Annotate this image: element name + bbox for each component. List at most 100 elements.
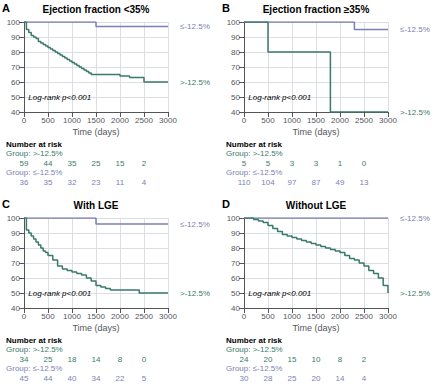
svg-text:1: 1 bbox=[338, 159, 343, 168]
svg-text:32: 32 bbox=[68, 178, 77, 187]
svg-text:≤-12.5%: ≤-12.5% bbox=[400, 25, 430, 34]
svg-text:Ejection fraction <35%: Ejection fraction <35% bbox=[43, 4, 150, 15]
svg-text:Time (days): Time (days) bbox=[292, 127, 339, 137]
svg-text:5: 5 bbox=[266, 159, 271, 168]
svg-text:0: 0 bbox=[242, 116, 247, 125]
svg-text:3000: 3000 bbox=[159, 116, 177, 125]
svg-text:50: 50 bbox=[231, 93, 240, 102]
svg-text:3: 3 bbox=[290, 159, 295, 168]
svg-text:D: D bbox=[222, 198, 230, 210]
svg-text:18: 18 bbox=[68, 355, 77, 364]
svg-text:59: 59 bbox=[20, 159, 29, 168]
svg-text:Group: >-12.5%: Group: >-12.5% bbox=[6, 149, 63, 158]
svg-text:70: 70 bbox=[11, 259, 20, 268]
svg-text:90: 90 bbox=[231, 229, 240, 238]
svg-text:100: 100 bbox=[227, 214, 241, 223]
svg-text:70: 70 bbox=[231, 63, 240, 72]
svg-text:90: 90 bbox=[231, 33, 240, 42]
svg-text:3000: 3000 bbox=[379, 116, 397, 125]
svg-text:>-12.5%: >-12.5% bbox=[180, 78, 210, 87]
svg-text:≤-12.5%: ≤-12.5% bbox=[180, 220, 210, 229]
svg-text:0: 0 bbox=[142, 355, 147, 364]
svg-text:10: 10 bbox=[312, 355, 321, 364]
svg-text:Group: >-12.5%: Group: >-12.5% bbox=[6, 345, 63, 354]
svg-text:C: C bbox=[2, 198, 10, 210]
svg-text:4: 4 bbox=[142, 178, 147, 187]
svg-text:Log-rank p<0.001: Log-rank p<0.001 bbox=[28, 289, 91, 298]
svg-text:2500: 2500 bbox=[135, 116, 153, 125]
svg-text:23: 23 bbox=[92, 178, 101, 187]
svg-text:49: 49 bbox=[336, 178, 345, 187]
svg-text:>-12.5%: >-12.5% bbox=[400, 108, 430, 117]
svg-text:97: 97 bbox=[288, 178, 297, 187]
svg-text:Number at risk: Number at risk bbox=[6, 336, 63, 345]
svg-text:40: 40 bbox=[11, 304, 20, 313]
svg-text:90: 90 bbox=[11, 229, 20, 238]
svg-text:40: 40 bbox=[231, 304, 240, 313]
svg-text:70: 70 bbox=[11, 63, 20, 72]
svg-text:A: A bbox=[2, 2, 10, 14]
svg-text:8: 8 bbox=[338, 355, 343, 364]
svg-text:3: 3 bbox=[314, 159, 319, 168]
svg-text:34: 34 bbox=[92, 374, 101, 383]
svg-text:3000: 3000 bbox=[159, 312, 177, 321]
svg-text:Log-rank p<0.001: Log-rank p<0.001 bbox=[28, 93, 91, 102]
svg-text:1500: 1500 bbox=[87, 312, 105, 321]
svg-text:90: 90 bbox=[11, 33, 20, 42]
svg-text:50: 50 bbox=[11, 289, 20, 298]
svg-text:80: 80 bbox=[11, 244, 20, 253]
svg-text:60: 60 bbox=[11, 78, 20, 87]
svg-text:11: 11 bbox=[116, 178, 125, 187]
svg-text:2500: 2500 bbox=[135, 312, 153, 321]
svg-text:1500: 1500 bbox=[307, 116, 325, 125]
svg-text:44: 44 bbox=[44, 374, 53, 383]
svg-text:B: B bbox=[222, 2, 230, 14]
svg-text:100: 100 bbox=[227, 18, 241, 27]
svg-text:34: 34 bbox=[20, 355, 29, 364]
svg-text:30: 30 bbox=[240, 374, 249, 383]
svg-text:2000: 2000 bbox=[111, 116, 129, 125]
svg-text:0: 0 bbox=[22, 312, 27, 321]
svg-text:0: 0 bbox=[22, 116, 27, 125]
svg-text:60: 60 bbox=[11, 274, 20, 283]
svg-text:500: 500 bbox=[41, 116, 55, 125]
svg-text:≤-12.5%: ≤-12.5% bbox=[180, 22, 210, 31]
svg-text:104: 104 bbox=[261, 178, 275, 187]
svg-text:25: 25 bbox=[288, 374, 297, 383]
svg-text:1500: 1500 bbox=[87, 116, 105, 125]
svg-text:60: 60 bbox=[231, 78, 240, 87]
svg-text:2000: 2000 bbox=[331, 116, 349, 125]
svg-text:8: 8 bbox=[118, 355, 123, 364]
svg-text:35: 35 bbox=[44, 178, 53, 187]
svg-text:5: 5 bbox=[142, 374, 147, 383]
svg-text:Number at risk: Number at risk bbox=[226, 140, 283, 149]
svg-text:1500: 1500 bbox=[307, 312, 325, 321]
svg-text:44: 44 bbox=[44, 159, 53, 168]
svg-text:4: 4 bbox=[362, 374, 367, 383]
svg-text:≤-12.5%: ≤-12.5% bbox=[400, 214, 430, 223]
svg-text:2500: 2500 bbox=[355, 312, 373, 321]
svg-text:>-12.5%: >-12.5% bbox=[180, 289, 210, 298]
svg-text:20: 20 bbox=[264, 355, 273, 364]
svg-text:13: 13 bbox=[360, 178, 369, 187]
svg-text:80: 80 bbox=[11, 48, 20, 57]
svg-text:Time (days): Time (days) bbox=[72, 323, 119, 333]
svg-text:100: 100 bbox=[7, 18, 21, 27]
svg-text:Group: >-12.5%: Group: >-12.5% bbox=[226, 345, 283, 354]
svg-text:40: 40 bbox=[68, 374, 77, 383]
svg-text:Log-rank p<0.001: Log-rank p<0.001 bbox=[248, 289, 311, 298]
svg-text:2500: 2500 bbox=[355, 116, 373, 125]
svg-text:40: 40 bbox=[231, 108, 240, 117]
svg-text:Group: ≤-12.5%: Group: ≤-12.5% bbox=[226, 168, 282, 177]
svg-text:110: 110 bbox=[238, 178, 251, 187]
svg-text:With LGE: With LGE bbox=[74, 200, 119, 211]
svg-text:Time (days): Time (days) bbox=[292, 323, 339, 333]
svg-text:87: 87 bbox=[312, 178, 321, 187]
svg-text:22: 22 bbox=[116, 374, 125, 383]
svg-text:14: 14 bbox=[92, 355, 101, 364]
svg-text:35: 35 bbox=[68, 159, 77, 168]
svg-text:Number at risk: Number at risk bbox=[226, 336, 283, 345]
svg-text:Group: >-12.5%: Group: >-12.5% bbox=[226, 149, 283, 158]
svg-text:28: 28 bbox=[264, 374, 273, 383]
svg-text:45: 45 bbox=[20, 374, 29, 383]
